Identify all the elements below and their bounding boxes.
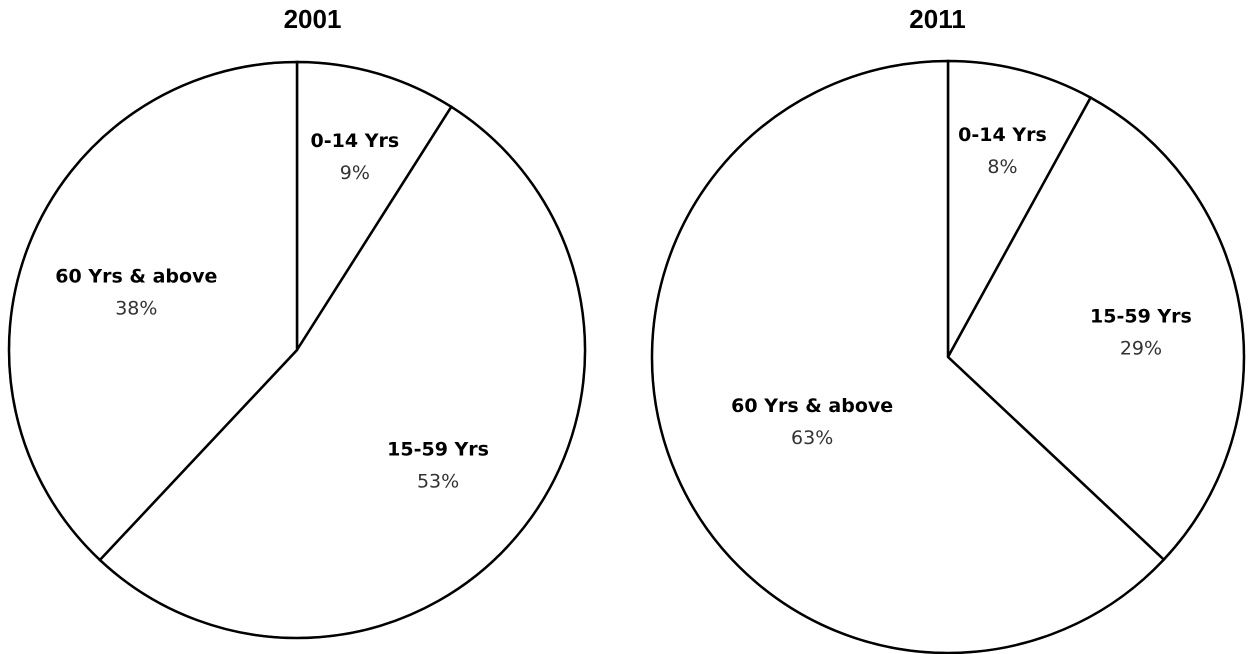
pie-chart-2011: 2011 0-14 Yrs 8% 15-59 Yrs 29% 60 Yrs & abov… <box>625 0 1250 654</box>
slice-value-label: 63% <box>791 427 833 449</box>
pie-outline <box>8 61 586 639</box>
slice-label: 0-14 Yrs <box>958 124 1047 146</box>
slice-value-label: 38% <box>115 297 157 319</box>
pie-chart-svg: 0-14 Yrs 8% 15-59 Yrs 29% 60 Yrs & above 63% <box>650 59 1246 654</box>
chart-title: 2001 <box>283 4 342 34</box>
slice-label: 0-14 Yrs <box>311 130 400 152</box>
pie-chart-2001: 2001 0-14 Yrs 9% 15-59 Yrs 53% 60 Yrs & abov… <box>7 4 587 640</box>
slice-value-label: 53% <box>417 470 459 492</box>
slice-label: 60 Yrs & above <box>55 265 217 287</box>
pie-outline <box>651 60 1245 654</box>
slice-label: 15-59 Yrs <box>387 438 489 460</box>
slice-label: 60 Yrs & above <box>731 395 893 417</box>
pie-chart-svg: 0-14 Yrs 9% 15-59 Yrs 53% 60 Yrs & above 38% <box>7 60 587 640</box>
chart-title: 2011 <box>909 4 966 34</box>
slice-value-label: 9% <box>340 162 370 184</box>
slice-label: 15-59 Yrs <box>1090 305 1192 327</box>
slice-value-label: 29% <box>1120 337 1162 359</box>
slice-value-label: 8% <box>987 156 1017 178</box>
